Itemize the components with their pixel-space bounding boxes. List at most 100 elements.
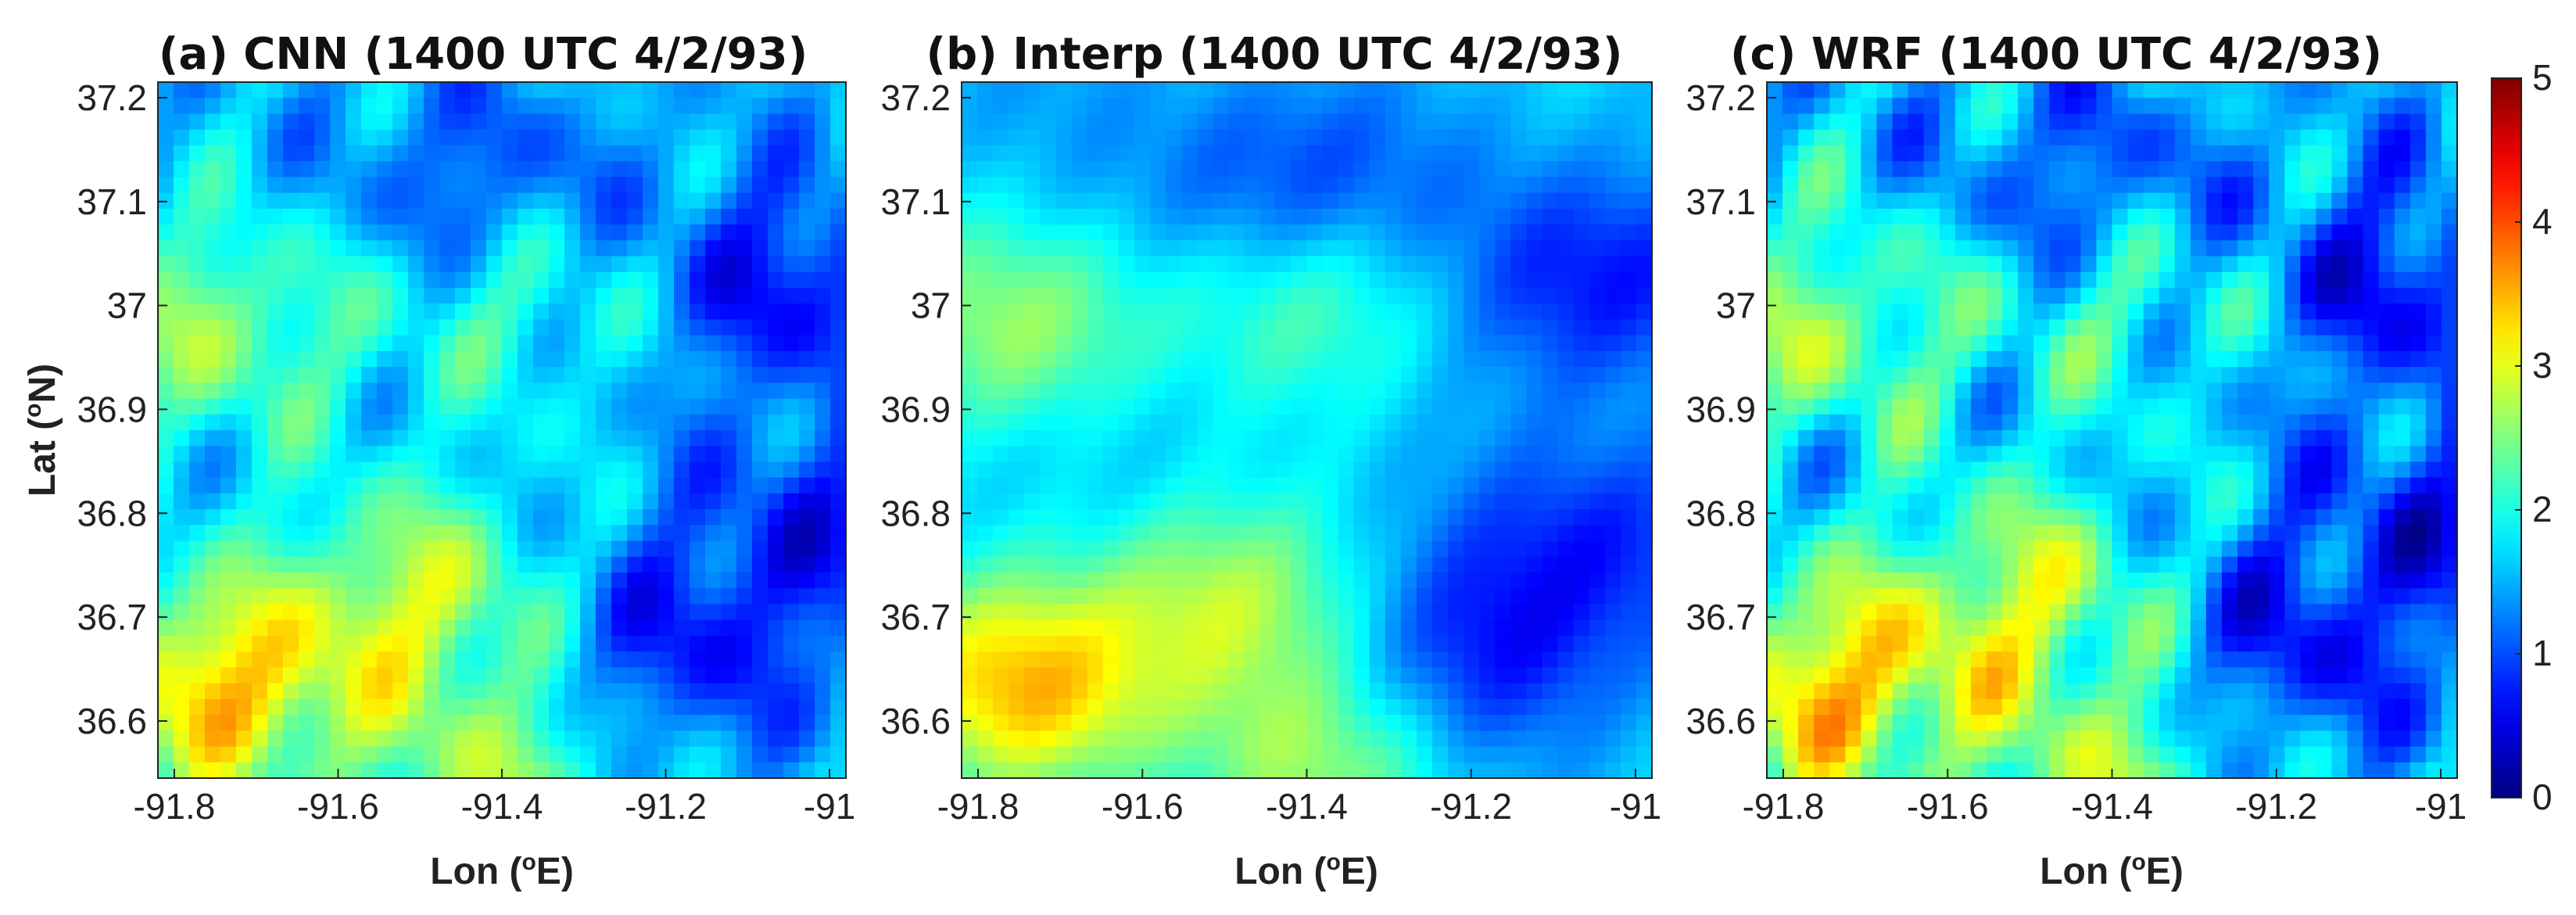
heatmap-cell: [502, 335, 518, 352]
heatmap-cell: [1589, 762, 1606, 779]
heatmap-cell: [1448, 572, 1464, 589]
heatmap-cell: [1385, 335, 1402, 352]
heatmap-cell: [1353, 145, 1370, 162]
heatmap-cell: [1986, 762, 2003, 779]
heatmap-cell: [1416, 177, 1433, 194]
heatmap-cell: [424, 350, 440, 368]
heatmap-cell: [158, 382, 174, 400]
heatmap-cell: [486, 477, 503, 494]
heatmap-cell: [1213, 683, 1229, 700]
heatmap-cell: [2065, 145, 2081, 162]
heatmap-cell: [1620, 461, 1637, 479]
heatmap-cell: [736, 161, 753, 178]
heatmap-cell: [1040, 192, 1057, 210]
heatmap-cell: [627, 683, 643, 700]
heatmap-cell: [1369, 493, 1386, 510]
heatmap-cell: [252, 619, 268, 637]
heatmap-cell: [736, 762, 753, 779]
heatmap-cell: [1118, 698, 1135, 716]
heatmap-cell: [1573, 635, 1590, 652]
heatmap-cell: [752, 446, 769, 463]
heatmap-cell: [1636, 82, 1653, 99]
heatmap-cell: [799, 604, 815, 621]
heatmap-cell: [721, 335, 737, 352]
heatmap-cell: [2018, 746, 2034, 763]
heatmap-cell: [643, 398, 659, 415]
heatmap-cell: [408, 556, 425, 573]
heatmap-cell: [252, 556, 268, 573]
heatmap-cell: [736, 82, 753, 99]
heatmap-cell: [252, 540, 268, 558]
heatmap-cell: [658, 525, 675, 542]
heatmap-cell: [392, 98, 409, 115]
heatmap-cell: [1432, 192, 1449, 210]
heatmap-cell: [1181, 240, 1198, 257]
heatmap-cell: [1767, 398, 1783, 415]
heatmap-cell: [392, 762, 409, 779]
heatmap-cell: [815, 556, 831, 573]
heatmap-cell: [252, 746, 268, 763]
heatmap-cell: [1939, 683, 1956, 700]
heatmap-cell: [1782, 461, 1799, 479]
heatmap-cell: [392, 208, 409, 225]
heatmap-cell: [1024, 367, 1041, 383]
heatmap-cell: [424, 540, 440, 558]
heatmap-cell: [220, 430, 237, 447]
heatmap-cell: [330, 161, 346, 178]
heatmap-cell: [1604, 382, 1621, 400]
heatmap-cell: [267, 398, 284, 415]
heatmap-cell: [1814, 477, 1830, 494]
heatmap-cell: [1845, 82, 1862, 99]
heatmap-cell: [283, 161, 299, 178]
heatmap-cell: [1353, 493, 1370, 510]
heatmap-cell: [690, 98, 706, 115]
heatmap-cell: [1479, 588, 1496, 605]
heatmap-cell: [2127, 382, 2144, 400]
heatmap-cell: [205, 683, 221, 700]
heatmap-cell: [424, 319, 440, 336]
heatmap-cell: [1118, 367, 1135, 383]
heatmap-cell: [1369, 635, 1386, 652]
heatmap-cell: [1604, 493, 1621, 510]
heatmap-cell: [1510, 683, 1528, 700]
heatmap-cell: [1620, 493, 1637, 510]
heatmap-cell: [346, 287, 362, 304]
heatmap-cell: [1291, 82, 1308, 99]
heatmap-cell: [627, 430, 643, 447]
heatmap-cell: [1149, 414, 1166, 431]
heatmap-cell: [736, 493, 753, 510]
heatmap-cell: [1385, 113, 1402, 131]
heatmap-cell: [1087, 145, 1104, 162]
heatmap-cell: [1604, 604, 1621, 621]
heatmap-cell: [1181, 350, 1198, 368]
heatmap-cell: [2033, 604, 2050, 621]
heatmap-cell: [314, 256, 331, 273]
heatmap-cell: [1495, 82, 1511, 99]
heatmap-cell: [1767, 382, 1783, 400]
heatmap-cell: [1009, 477, 1025, 494]
heatmap-cell: [174, 430, 190, 447]
heatmap-cell: [736, 398, 753, 415]
heatmap-cell: [1573, 414, 1590, 431]
heatmap-cell: [1244, 635, 1260, 652]
heatmap-cell: [1448, 604, 1464, 621]
heatmap-cell: [643, 698, 659, 716]
heatmap-cell: [1228, 698, 1245, 716]
heatmap-cell: [1432, 82, 1449, 99]
heatmap-cell: [158, 129, 174, 146]
heatmap-cell: [1353, 746, 1370, 763]
heatmap-cell: [267, 335, 284, 352]
heatmap-cell: [721, 762, 737, 779]
heatmap-cell: [1244, 572, 1260, 589]
heatmap-cell: [1829, 715, 1846, 731]
heatmap-cell: [1071, 161, 1088, 178]
heatmap-cell: [1306, 572, 1324, 589]
heatmap-cell: [1338, 382, 1355, 400]
heatmap-cell: [533, 572, 550, 589]
heatmap-cell: [1939, 509, 1956, 526]
heatmap-cell: [1782, 335, 1799, 352]
heatmap-cell: [1923, 98, 1940, 115]
heatmap-cell: [783, 350, 800, 368]
heatmap-cell: [1024, 303, 1041, 321]
heatmap-cell: [392, 461, 409, 479]
